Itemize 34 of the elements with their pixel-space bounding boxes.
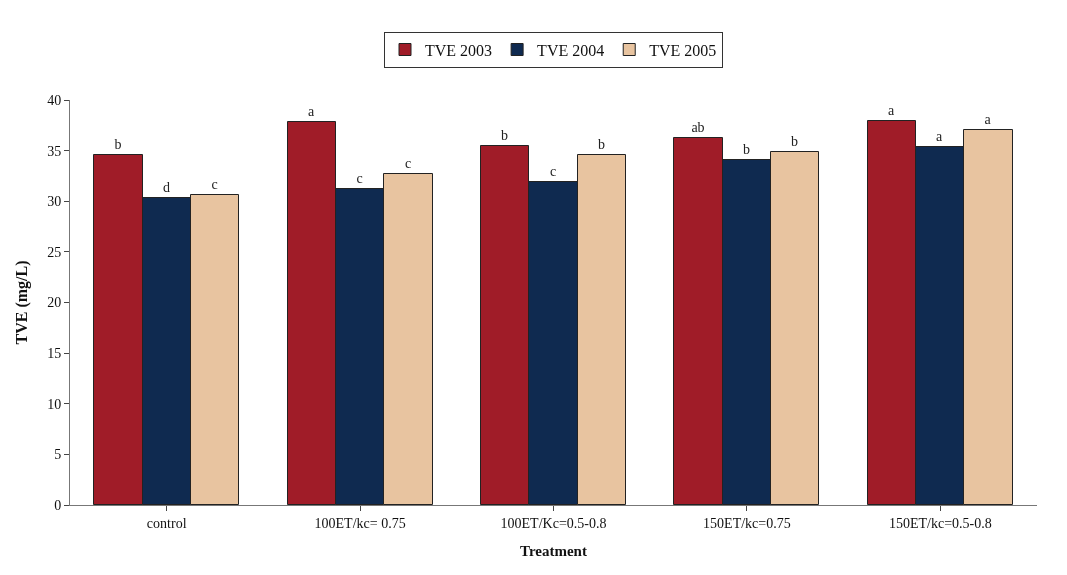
y-tick-label: 5 [54,447,62,463]
data-label: c [211,176,218,192]
y-tick-label: 25 [47,244,62,260]
data-label: a [888,102,895,118]
legend-label: TVE 2004 [537,41,605,59]
y-tick-label: 20 [47,295,62,311]
data-label: b [598,136,605,152]
data-label: b [114,136,122,152]
y-tick-label: 10 [47,396,62,412]
data-label: d [163,179,170,195]
y-tick-label: 30 [47,194,62,210]
data-label: c [356,170,363,186]
data-label: b [501,127,508,143]
legend-label: TVE 2005 [649,41,717,59]
data-label: a [308,103,315,119]
y-tick-label: 35 [47,143,62,159]
data-label: c [549,163,557,179]
x-tick-label: 150ET/kc=0.75 [703,515,791,531]
data-label: a [936,128,943,144]
y-tick-label: 40 [47,92,62,108]
data-label: ab [691,119,705,135]
data-label: b [791,133,798,149]
x-tick-label: 100ET/Kc=0.5-0.8 [500,515,607,531]
y-tick-label: 15 [47,346,62,362]
x-axis-title: Treatment [520,542,587,559]
y-axis-title: TVE (mg/L) [13,260,32,345]
data-label: c [404,155,412,171]
data-label: a [984,111,992,127]
y-tick-label: 0 [54,497,62,513]
x-tick-label: control [146,515,187,531]
x-tick-label: 150ET/kc=0.5-0.8 [888,515,992,531]
x-tick-label: 100ET/kc= 0.75 [314,515,406,531]
data-label: b [743,141,750,157]
legend-label: TVE 2003 [425,41,493,59]
